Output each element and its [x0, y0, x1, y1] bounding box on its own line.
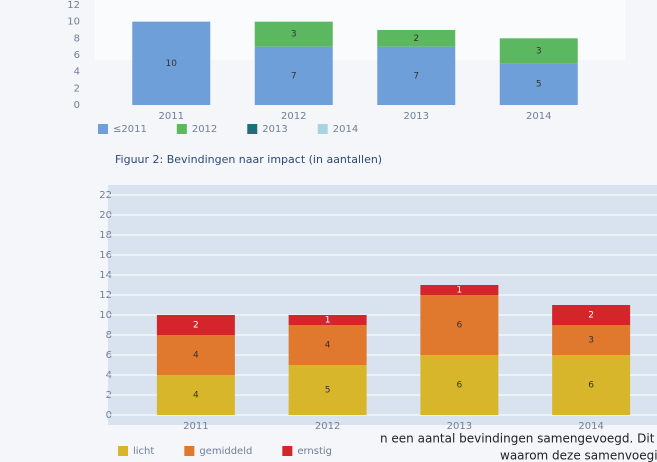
bar-segment — [552, 325, 631, 355]
value-label: 7 — [413, 71, 419, 81]
legend-label: 2012 — [192, 124, 217, 135]
bar-segment — [254, 21, 333, 47]
x-tick-label: 2013 — [447, 421, 472, 432]
value-label: 6 — [457, 381, 463, 391]
value-label: 5 — [536, 80, 542, 90]
value-label: 3 — [291, 30, 297, 40]
y-tick-label: 4 — [74, 67, 80, 78]
value-label: 7 — [291, 71, 297, 81]
bar-segment — [420, 355, 499, 415]
bar-segment — [377, 46, 456, 105]
bar-segment — [288, 325, 367, 365]
y-tick-label: 10 — [99, 310, 112, 321]
value-label: 5 — [325, 386, 331, 396]
y-tick-label: 14 — [99, 270, 112, 281]
legend-swatch — [98, 124, 108, 134]
legend-label: gemiddeld — [199, 446, 252, 457]
bar-segment — [499, 63, 578, 105]
bar-segment — [254, 46, 333, 105]
bar-segment — [552, 355, 631, 415]
bar-segment — [420, 285, 499, 295]
value-label: 1 — [325, 316, 331, 326]
bar-segment — [499, 38, 578, 64]
y-tick-label: 12 — [99, 290, 112, 301]
bar-segment — [377, 30, 456, 47]
legend-swatch — [118, 446, 128, 456]
bar-segment — [156, 315, 235, 335]
value-label: 4 — [193, 391, 199, 401]
y-tick-label: 10 — [67, 17, 80, 28]
x-tick-label: 2012 — [315, 421, 340, 432]
y-tick-label: 8 — [74, 33, 80, 44]
y-tick-label: 18 — [99, 230, 112, 241]
legend-label: ≤2011 — [113, 124, 147, 135]
value-label: 3 — [588, 336, 594, 346]
body-text: n een aantal bevindingen samengevoegd. D… — [380, 432, 657, 446]
value-label: 2 — [588, 311, 594, 321]
body-text: waarom deze samenvoegi — [500, 449, 657, 462]
y-tick-label: 12 — [67, 0, 80, 11]
x-tick-label: 2011 — [183, 421, 208, 432]
bar-segment — [156, 375, 235, 415]
bar-segment — [156, 335, 235, 375]
y-tick-label: 6 — [74, 50, 80, 61]
bar-segment — [288, 315, 367, 325]
value-label: 1 — [457, 286, 463, 296]
legend-swatch — [317, 124, 328, 134]
legend-label: 2013 — [262, 124, 287, 135]
chart-title: Figuur 2: Bevindingen naar impact (in aa… — [115, 153, 382, 166]
legend-label: licht — [133, 446, 154, 457]
x-tick-label: 2012 — [281, 111, 306, 122]
x-tick-label: 2011 — [159, 111, 184, 122]
y-tick-label: 2 — [74, 83, 80, 94]
bar-segment — [288, 365, 367, 415]
y-tick-label: 20 — [99, 210, 112, 221]
value-label: 3 — [536, 46, 542, 56]
value-label: 2 — [193, 321, 199, 331]
legend-swatch — [184, 446, 195, 456]
value-label: 4 — [193, 351, 199, 361]
legend-swatch — [247, 124, 258, 134]
legend-swatch — [282, 446, 293, 456]
x-tick-label: 2014 — [578, 421, 603, 432]
value-label: 2 — [413, 34, 419, 44]
legend-swatch — [176, 124, 187, 134]
legend-label: 2014 — [333, 124, 358, 135]
y-tick-label: 22 — [99, 190, 112, 201]
bar-segment — [420, 295, 499, 355]
value-label: 6 — [457, 321, 463, 331]
value-label: 4 — [325, 341, 331, 351]
y-tick-label: 16 — [99, 250, 112, 261]
value-label: 6 — [588, 381, 594, 391]
legend-label: ernstig — [297, 446, 332, 457]
x-tick-label: 2013 — [404, 111, 429, 122]
bar-segment — [132, 21, 211, 106]
bar-segment — [552, 305, 631, 325]
y-tick-label: 0 — [74, 100, 80, 111]
value-label: 10 — [166, 59, 178, 69]
x-tick-label: 2014 — [526, 111, 551, 122]
